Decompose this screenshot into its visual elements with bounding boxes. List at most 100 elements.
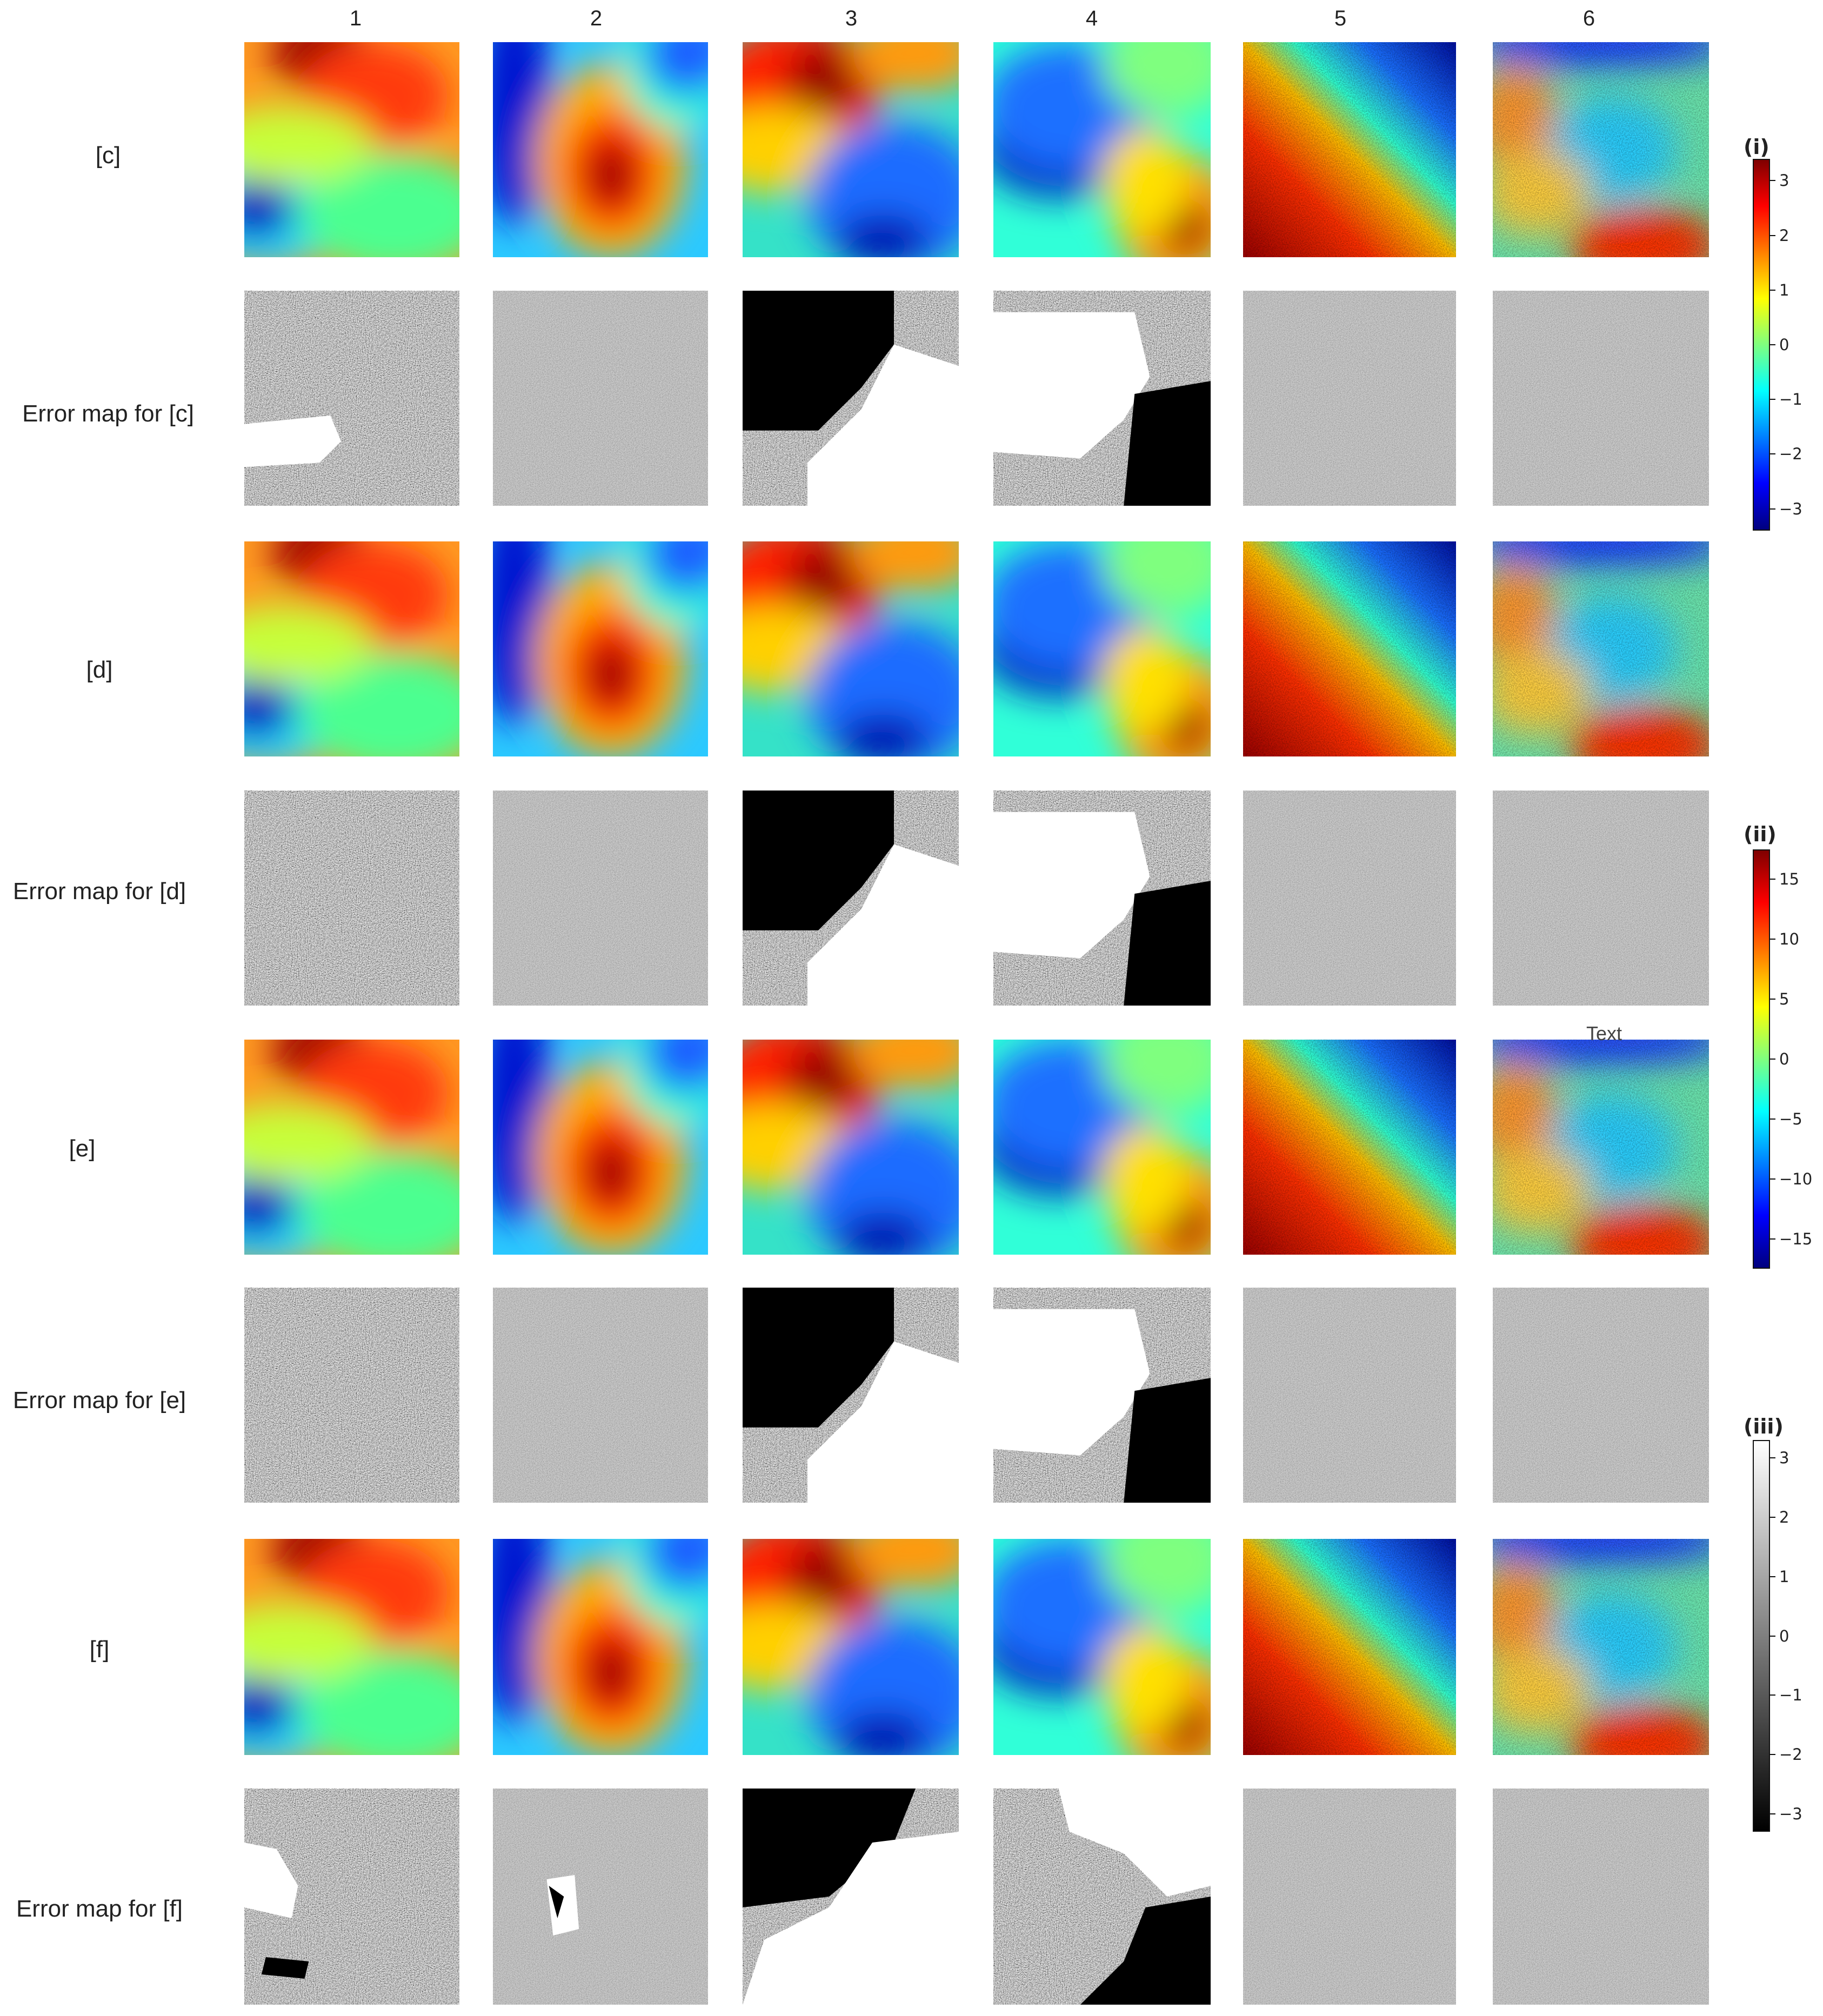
tile-error-d-col-3 bbox=[743, 791, 959, 1006]
tile-e-col-4 bbox=[993, 1040, 1211, 1255]
tile-e-col-2 bbox=[493, 1040, 708, 1255]
colorbar-2-tick-label: 0 bbox=[1779, 1050, 1789, 1068]
colorbar-3-tick-label: −3 bbox=[1779, 1805, 1802, 1824]
colorbar-1-tick-mark bbox=[1770, 289, 1775, 291]
row-label-error-f: Error map for [f] bbox=[16, 1896, 183, 1922]
colorbar-3-tick-label: 1 bbox=[1779, 1567, 1789, 1586]
colorbar-1-tick-mark bbox=[1770, 508, 1775, 510]
colorbar-i-title: (i) bbox=[1744, 135, 1769, 159]
colorbar-ii bbox=[1753, 849, 1770, 1269]
tile-error-d-col-4 bbox=[993, 791, 1211, 1006]
colorbar-2-tick-mark bbox=[1770, 1178, 1775, 1180]
tile-f-col-1 bbox=[244, 1539, 459, 1755]
tile-d-col-3 bbox=[743, 541, 959, 756]
colorbar-2-tick-label: 5 bbox=[1779, 990, 1789, 1009]
colorbar-1-tick-label: 0 bbox=[1779, 336, 1789, 354]
tile-f-col-3 bbox=[743, 1539, 959, 1755]
column-label-2: 2 bbox=[590, 6, 603, 30]
tile-error-d-col-1 bbox=[244, 791, 459, 1006]
tile-c-col-5 bbox=[1243, 42, 1456, 257]
colorbar-3-tick-mark bbox=[1770, 1516, 1775, 1518]
tile-error-e-col-1 bbox=[244, 1288, 459, 1503]
colorbar-iii bbox=[1753, 1440, 1770, 1832]
colorbar-3-tick-label: −1 bbox=[1779, 1686, 1802, 1705]
stray-text-label: Text bbox=[1586, 1022, 1622, 1044]
colorbar-3-tick-mark bbox=[1770, 1635, 1775, 1637]
colorbar-ii-title: (ii) bbox=[1744, 822, 1777, 846]
tile-error-c-col-4 bbox=[993, 291, 1211, 506]
colorbar-1-tick-mark bbox=[1770, 344, 1775, 345]
row-label-f: [f] bbox=[89, 1636, 110, 1663]
colorbar-2-tick-label: −10 bbox=[1779, 1169, 1813, 1188]
colorbar-3-tick-label: 2 bbox=[1779, 1508, 1789, 1526]
tile-error-c-col-5 bbox=[1243, 291, 1456, 506]
tile-f-col-6 bbox=[1493, 1539, 1709, 1755]
row-label-d: [d] bbox=[86, 657, 113, 683]
colorbar-1-tick-label: −2 bbox=[1779, 445, 1802, 464]
tile-error-d-col-6 bbox=[1493, 791, 1709, 1006]
column-label-5: 5 bbox=[1334, 6, 1347, 30]
colorbar-3-tick-label: 3 bbox=[1779, 1448, 1789, 1467]
colorbar-1-tick-mark bbox=[1770, 453, 1775, 455]
tile-error-e-col-6 bbox=[1493, 1288, 1709, 1503]
tile-e-col-6 bbox=[1493, 1040, 1709, 1255]
colorbar-2-tick-label: 15 bbox=[1779, 870, 1799, 889]
colorbar-3-tick-mark bbox=[1770, 1754, 1775, 1756]
column-label-6: 6 bbox=[1582, 6, 1595, 30]
colorbar-3-tick-mark bbox=[1770, 1694, 1775, 1696]
tile-c-col-4 bbox=[993, 42, 1211, 257]
colorbar-1-tick-mark bbox=[1770, 399, 1775, 400]
tile-error-f-col-2 bbox=[493, 1789, 708, 2005]
row-label-error-e: Error map for [e] bbox=[12, 1387, 186, 1414]
colorbar-3-tick-mark bbox=[1770, 1576, 1775, 1577]
colorbar-3-tick-mark bbox=[1770, 1813, 1775, 1815]
colorbar-1-tick-mark bbox=[1770, 235, 1775, 236]
colorbar-2-tick-mark bbox=[1770, 1059, 1775, 1060]
tile-error-f-col-1 bbox=[244, 1789, 459, 2005]
row-label-error-d: Error map for [d] bbox=[12, 878, 186, 905]
column-label-4: 4 bbox=[1085, 6, 1098, 30]
tile-c-col-1 bbox=[244, 42, 459, 257]
tile-error-f-col-4 bbox=[993, 1789, 1211, 2005]
tile-error-c-col-6 bbox=[1493, 291, 1709, 506]
colorbar-2-tick-label: −15 bbox=[1779, 1229, 1813, 1248]
tile-f-col-2 bbox=[493, 1539, 708, 1755]
row-label-c: [c] bbox=[95, 142, 121, 169]
row-label-e: [e] bbox=[69, 1135, 96, 1162]
colorbar-2-tick-mark bbox=[1770, 1238, 1775, 1240]
colorbar-iii-title: (iii) bbox=[1744, 1415, 1784, 1438]
colorbar-2-tick-mark bbox=[1770, 1118, 1775, 1120]
colorbar-2-tick-label: −5 bbox=[1779, 1109, 1802, 1128]
colorbar-1-tick-label: −3 bbox=[1779, 499, 1802, 518]
tile-error-d-col-2 bbox=[493, 791, 708, 1006]
tile-d-col-6 bbox=[1493, 541, 1709, 756]
tile-c-col-6 bbox=[1493, 42, 1709, 257]
tile-error-e-col-5 bbox=[1243, 1288, 1456, 1503]
tile-f-col-5 bbox=[1243, 1539, 1456, 1755]
tile-e-col-1 bbox=[244, 1040, 459, 1255]
tile-error-f-col-3 bbox=[743, 1789, 959, 2005]
colorbar-1-tick-label: 1 bbox=[1779, 280, 1789, 299]
colorbar-1-tick-label: 3 bbox=[1779, 171, 1789, 190]
colorbar-3-tick-mark bbox=[1770, 1457, 1775, 1458]
colorbar-2-tick-mark bbox=[1770, 999, 1775, 1000]
tile-error-f-col-6 bbox=[1493, 1789, 1709, 2005]
tile-error-c-col-3 bbox=[743, 291, 959, 506]
colorbar-2-tick-mark bbox=[1770, 939, 1775, 940]
column-label-3: 3 bbox=[845, 6, 858, 30]
tile-e-col-3 bbox=[743, 1040, 959, 1255]
tile-f-col-4 bbox=[993, 1539, 1211, 1755]
colorbar-1-tick-mark bbox=[1770, 180, 1775, 182]
colorbar-1-tick-label: −1 bbox=[1779, 390, 1802, 409]
tile-error-f-col-5 bbox=[1243, 1789, 1456, 2005]
tile-error-e-col-4 bbox=[993, 1288, 1211, 1503]
tile-error-c-col-2 bbox=[493, 291, 708, 506]
tile-c-col-2 bbox=[493, 42, 708, 257]
colorbar-2-tick-label: 10 bbox=[1779, 930, 1799, 949]
colorbar-i bbox=[1753, 159, 1770, 531]
tile-d-col-2 bbox=[493, 541, 708, 756]
tile-e-col-5 bbox=[1243, 1040, 1456, 1255]
tile-error-e-col-3 bbox=[743, 1288, 959, 1503]
tile-d-col-4 bbox=[993, 541, 1211, 756]
column-label-1: 1 bbox=[349, 6, 362, 30]
